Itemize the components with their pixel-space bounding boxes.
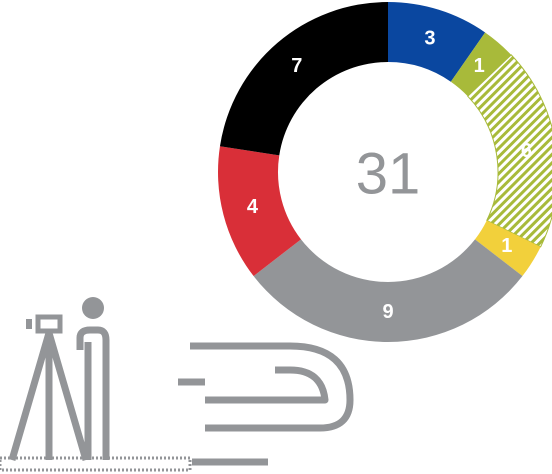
segment-label: 4	[247, 196, 259, 218]
donut-segment	[467, 54, 552, 248]
segment-label: 1	[501, 235, 512, 257]
donut-segment	[450, 32, 512, 97]
donut-segment	[219, 1, 388, 156]
donut-segment	[388, 2, 486, 82]
donut-segment	[253, 239, 523, 342]
surveyor-illustration	[0, 297, 354, 472]
segment-label: 7	[291, 55, 302, 77]
segment-label: 3	[424, 27, 435, 49]
segment-label: 9	[382, 301, 393, 323]
segment-label: 6	[521, 140, 532, 162]
total-label: 31	[356, 142, 421, 207]
donut-segment	[474, 220, 541, 277]
segment-label: 1	[474, 55, 485, 77]
donut-segment	[218, 146, 302, 277]
